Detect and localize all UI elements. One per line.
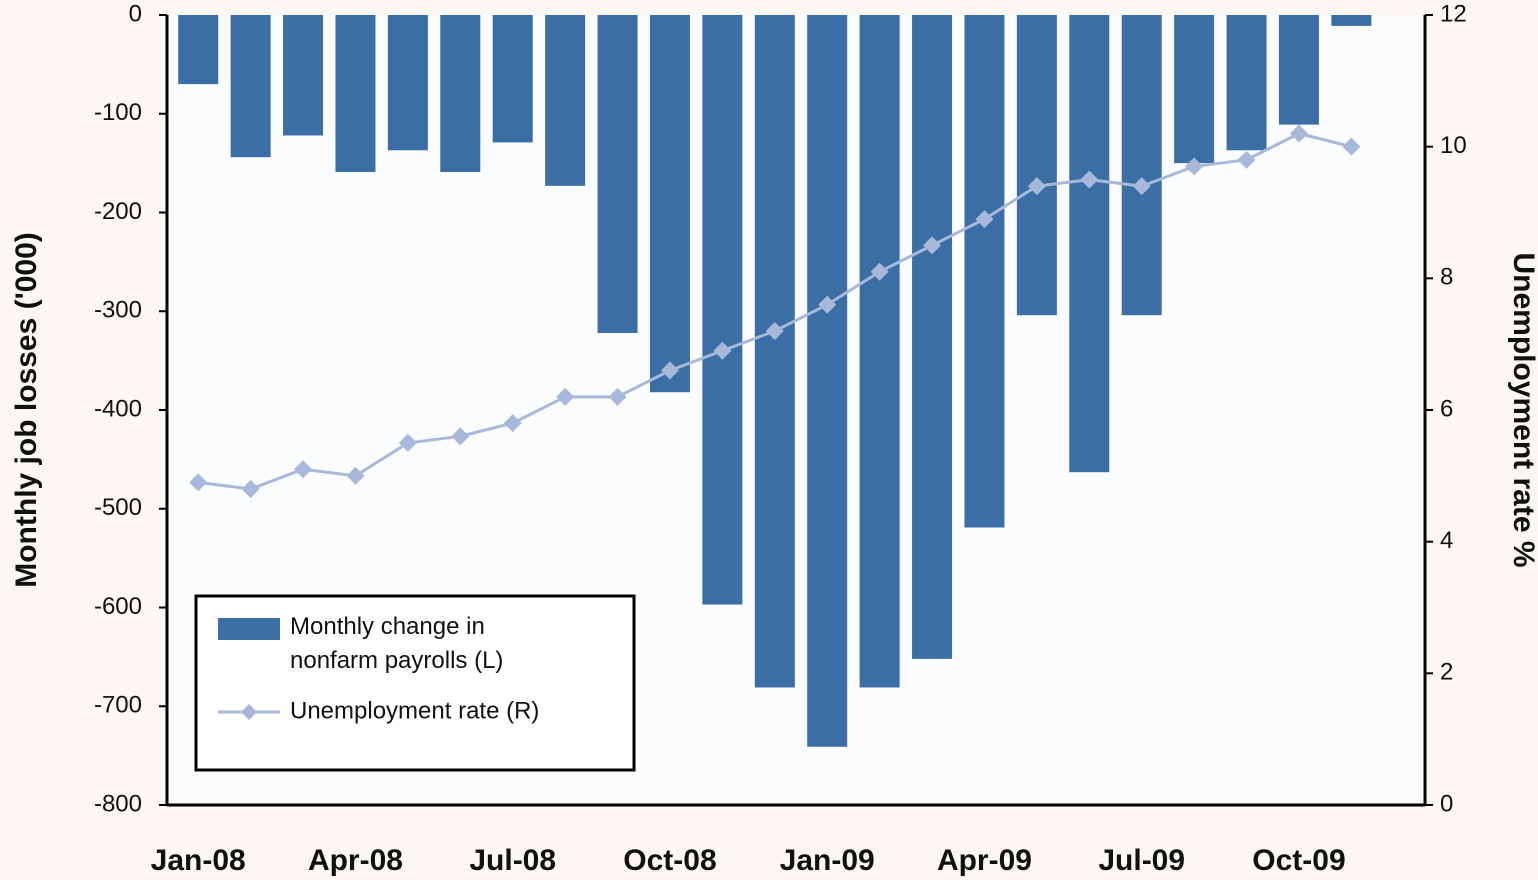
y-tick-label: -200: [94, 198, 142, 225]
marker: [398, 433, 417, 452]
bar: [335, 15, 376, 173]
marker: [870, 262, 889, 281]
marker: [556, 387, 575, 406]
marker: [713, 341, 732, 360]
y-tick-label: -100: [94, 99, 142, 126]
marker: [241, 480, 260, 498]
marker: [451, 427, 470, 446]
bar: [1331, 15, 1372, 26]
marker: [818, 295, 837, 314]
legend-label: Unemployment rate (R): [290, 697, 539, 724]
bar: [545, 15, 586, 186]
y-tick-label: 0: [129, 0, 142, 27]
marker: [294, 460, 313, 479]
bar: [440, 15, 481, 173]
bar: [964, 15, 1005, 528]
marker: [660, 361, 679, 380]
y2-tick-label: 4: [1440, 527, 1453, 554]
x-tick-label: Oct-09: [1252, 844, 1345, 877]
x-tick-label: Apr-08: [308, 844, 403, 877]
bar: [492, 15, 533, 143]
x-tick-label: Jan-09: [780, 844, 875, 877]
x-tick-label: Oct-08: [623, 844, 716, 877]
marker: [1289, 124, 1308, 143]
bar: [283, 15, 324, 136]
bar: [1069, 15, 1110, 473]
y2-tick-label: 2: [1440, 659, 1453, 686]
legend-swatch: [218, 618, 280, 640]
bar: [1278, 15, 1319, 125]
y-tick-label: -600: [94, 593, 142, 620]
marker: [975, 210, 994, 229]
marker: [1342, 137, 1361, 156]
y2-tick-label: 12: [1440, 0, 1467, 27]
x-tick-label: Jul-08: [469, 844, 556, 877]
marker: [189, 473, 208, 492]
x-tick-label: Jul-09: [1098, 844, 1185, 877]
y2-tick-label: 6: [1440, 395, 1453, 422]
bar: [387, 15, 428, 151]
marker: [503, 414, 522, 433]
y2-axis-title: Unemployment rate %: [1507, 252, 1538, 567]
legend: Monthly change in nonfarm payrolls (L) Une…: [194, 594, 636, 772]
y-axis-title: Monthly job losses ('000): [10, 232, 43, 588]
y-tick-label: -700: [94, 692, 142, 719]
marker: [923, 236, 942, 255]
bar: [912, 15, 953, 659]
bar: [649, 15, 690, 393]
marker: [608, 387, 627, 406]
marker: [346, 466, 365, 485]
x-tick-label: Apr-09: [937, 844, 1032, 877]
marker: [1185, 157, 1204, 176]
bar: [859, 15, 900, 688]
bar: [1174, 15, 1215, 164]
y2-tick-label: 10: [1440, 132, 1467, 159]
bar: [754, 15, 795, 688]
y-tick-label: -500: [94, 494, 142, 521]
y-tick-label: -300: [94, 297, 142, 324]
bar: [230, 15, 271, 158]
legend-label: Monthly change in nonfarm payrolls (L): [290, 613, 503, 674]
y-tick-label: -800: [94, 790, 142, 817]
bar: [702, 15, 743, 605]
x-tick-label: Jan-08: [151, 844, 246, 877]
marker: [1027, 177, 1046, 196]
marker: [765, 322, 784, 340]
y2-tick-label: 8: [1440, 264, 1453, 291]
bar: [807, 15, 848, 747]
marker: [1132, 177, 1151, 196]
bar: [1016, 15, 1057, 316]
bar: [1121, 15, 1162, 316]
bar: [178, 15, 219, 85]
legend-marker: [241, 704, 257, 720]
y-tick-label: -400: [94, 395, 142, 422]
bar: [1226, 15, 1267, 151]
y2-tick-label: 0: [1440, 790, 1453, 817]
marker: [1080, 170, 1099, 189]
bar: [597, 15, 638, 333]
marker: [1237, 150, 1256, 169]
